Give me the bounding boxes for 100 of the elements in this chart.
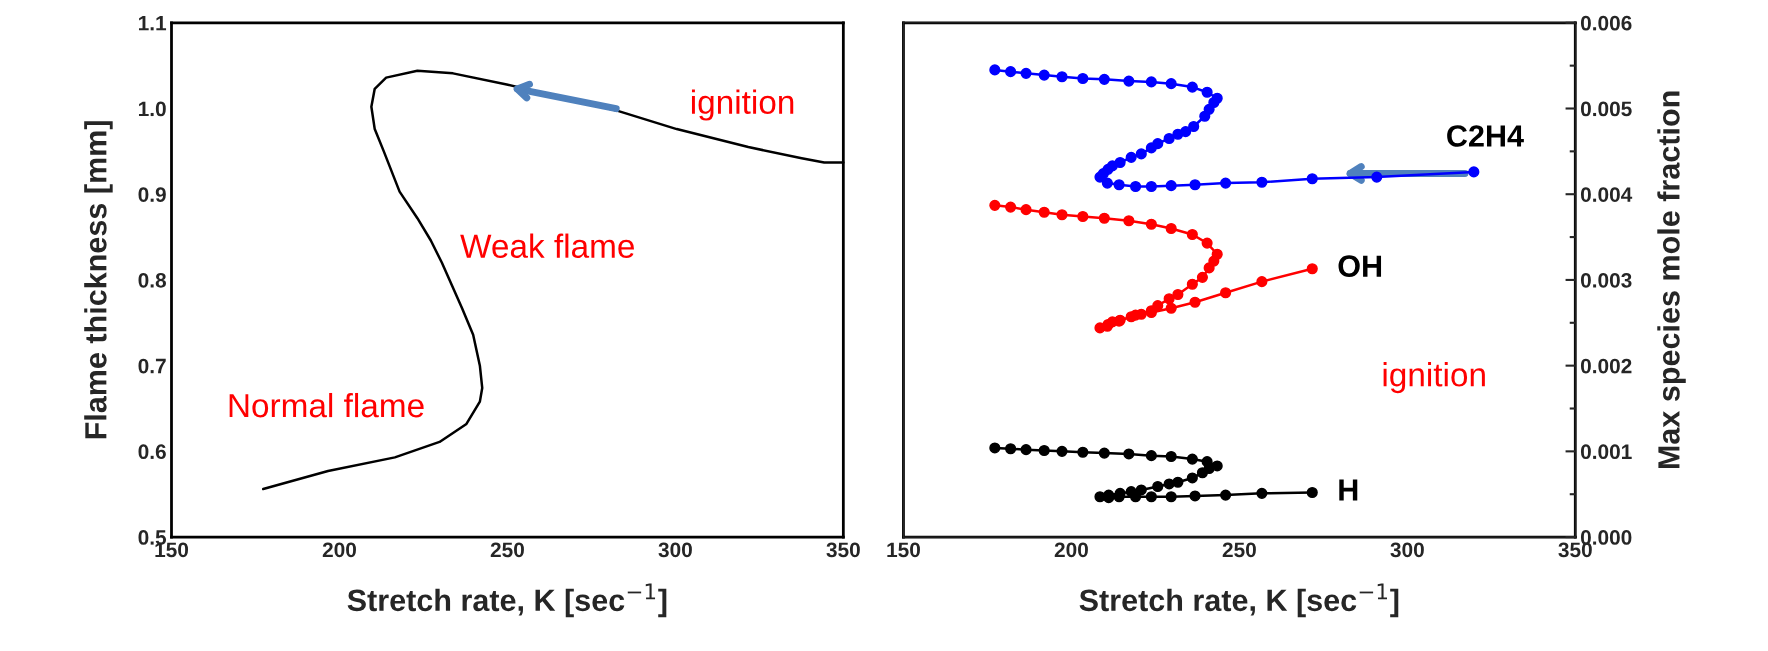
point <box>1196 467 1208 479</box>
point <box>1306 173 1318 185</box>
point <box>1165 78 1177 90</box>
point <box>1371 171 1383 183</box>
point <box>1056 209 1068 221</box>
point <box>1020 67 1032 79</box>
point <box>1220 287 1232 299</box>
point <box>1186 278 1198 290</box>
point <box>1113 179 1125 191</box>
point <box>1256 487 1268 499</box>
point <box>1172 128 1184 140</box>
y2-tick-label: 0.004 <box>1580 187 1633 202</box>
point <box>1172 476 1184 488</box>
point <box>1056 445 1068 457</box>
y-axis-title: Flame thickness [mm] <box>84 121 113 439</box>
point <box>1101 177 1113 189</box>
annotation: Normal flame <box>229 392 424 418</box>
point <box>1005 201 1017 213</box>
point <box>1468 166 1480 178</box>
point <box>1186 472 1198 484</box>
point <box>1077 446 1089 458</box>
series-label: H <box>1339 479 1358 501</box>
point <box>1145 142 1157 154</box>
y-tick-label: 0.9 <box>138 187 166 202</box>
point <box>1077 72 1089 85</box>
point <box>1256 276 1268 288</box>
x-axis-title: Stretch rate, K [sec$^{−1}$] <box>1079 583 1399 618</box>
y-tick-label: 0.7 <box>138 358 166 374</box>
point <box>1201 86 1213 98</box>
y-tick-label: 0.8 <box>138 272 166 288</box>
y-tick-label: 0.6 <box>138 444 166 460</box>
y2-tick-label: 0.005 <box>1580 101 1632 117</box>
x-tick-label: 300 <box>1390 542 1424 558</box>
x-tick-label: 250 <box>1222 542 1256 558</box>
point <box>1165 222 1177 235</box>
point <box>1163 293 1175 305</box>
point <box>1220 489 1232 501</box>
point <box>1163 132 1175 145</box>
point <box>1098 447 1110 459</box>
point <box>1145 218 1157 230</box>
point <box>1188 120 1200 133</box>
point <box>1186 228 1198 241</box>
point <box>1145 491 1157 503</box>
x-tick-label: 150 <box>887 542 920 558</box>
point <box>1306 263 1318 275</box>
point <box>1165 302 1177 314</box>
point <box>1125 151 1137 163</box>
x-axis-title: Stretch rate, K [sec$^{−1}$] <box>347 583 667 618</box>
point <box>1098 212 1110 224</box>
point <box>1306 486 1318 499</box>
point <box>1038 206 1050 218</box>
y-tick-label: 1.0 <box>138 101 166 117</box>
point <box>1165 180 1177 192</box>
y2-axis-title: Max species mole fraction <box>1657 91 1686 469</box>
point <box>1203 262 1215 274</box>
point <box>1130 491 1142 503</box>
point <box>1201 237 1213 249</box>
annotation: Weak flame <box>460 233 634 259</box>
point <box>1186 453 1198 465</box>
point <box>989 64 1001 76</box>
point <box>989 442 1001 454</box>
y2-tick-label: 0.003 <box>1580 272 1632 288</box>
point <box>989 199 1001 211</box>
point <box>1020 444 1032 456</box>
point <box>1123 448 1135 460</box>
point <box>1199 110 1211 122</box>
point <box>1038 444 1050 457</box>
x-tick-label: 250 <box>490 542 524 558</box>
point <box>1098 73 1110 85</box>
x-tick-label: 350 <box>826 542 860 558</box>
y-tick-label: 1.1 <box>138 16 167 31</box>
point <box>1220 177 1232 189</box>
y2-tick-label: 0.002 <box>1580 358 1632 374</box>
point <box>1020 204 1032 216</box>
y2-tick-label: 0.006 <box>1580 15 1632 31</box>
annotation: ignition <box>691 89 794 121</box>
point <box>1056 71 1068 83</box>
point <box>1189 490 1201 502</box>
point <box>1145 450 1157 462</box>
point <box>1123 75 1135 87</box>
point <box>1135 148 1147 160</box>
point <box>1130 180 1142 193</box>
point <box>1038 69 1050 81</box>
point <box>1152 480 1164 493</box>
point <box>1005 66 1017 78</box>
point <box>1145 76 1157 88</box>
y2-tick-label: 0.001 <box>1580 444 1632 460</box>
point <box>1123 215 1135 227</box>
point <box>1189 179 1201 191</box>
point <box>1186 81 1198 93</box>
point <box>1256 176 1268 188</box>
series-label: C2H4 <box>1447 125 1524 147</box>
x-tick-label: 200 <box>1054 542 1088 558</box>
point <box>1165 450 1177 463</box>
x-tick-label: 300 <box>658 542 692 558</box>
point <box>1077 210 1089 223</box>
point <box>1189 296 1201 308</box>
point <box>1172 288 1184 301</box>
point <box>1196 271 1208 283</box>
series-label: OH <box>1338 255 1382 277</box>
